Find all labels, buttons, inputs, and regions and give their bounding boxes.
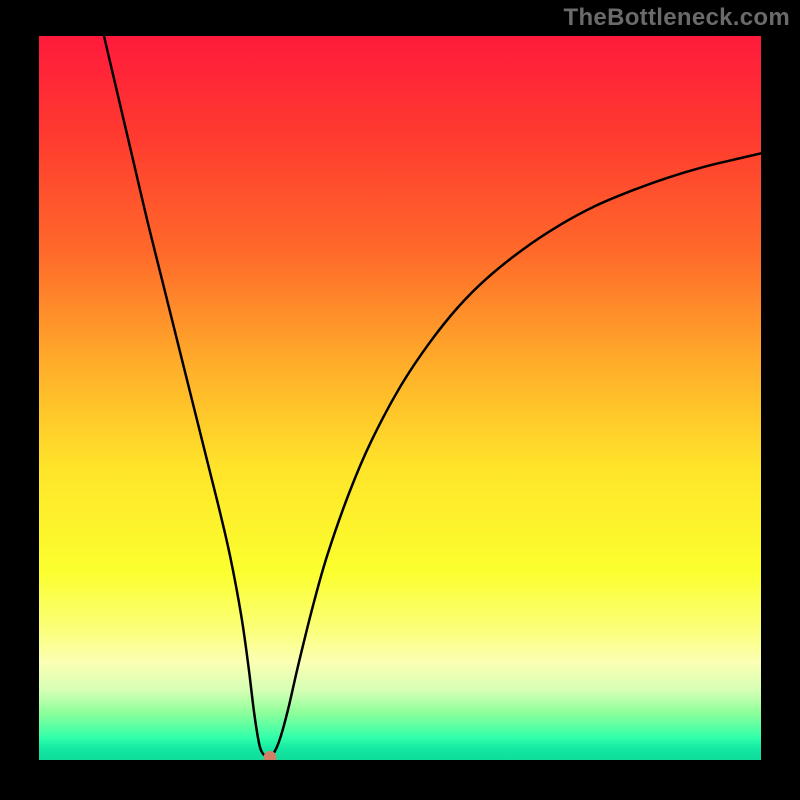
optimum-marker [264, 751, 277, 764]
plot-background [39, 36, 761, 760]
bottleneck-chart [0, 0, 800, 800]
chart-frame: { "watermark": { "text": "TheBottleneck.… [0, 0, 800, 800]
